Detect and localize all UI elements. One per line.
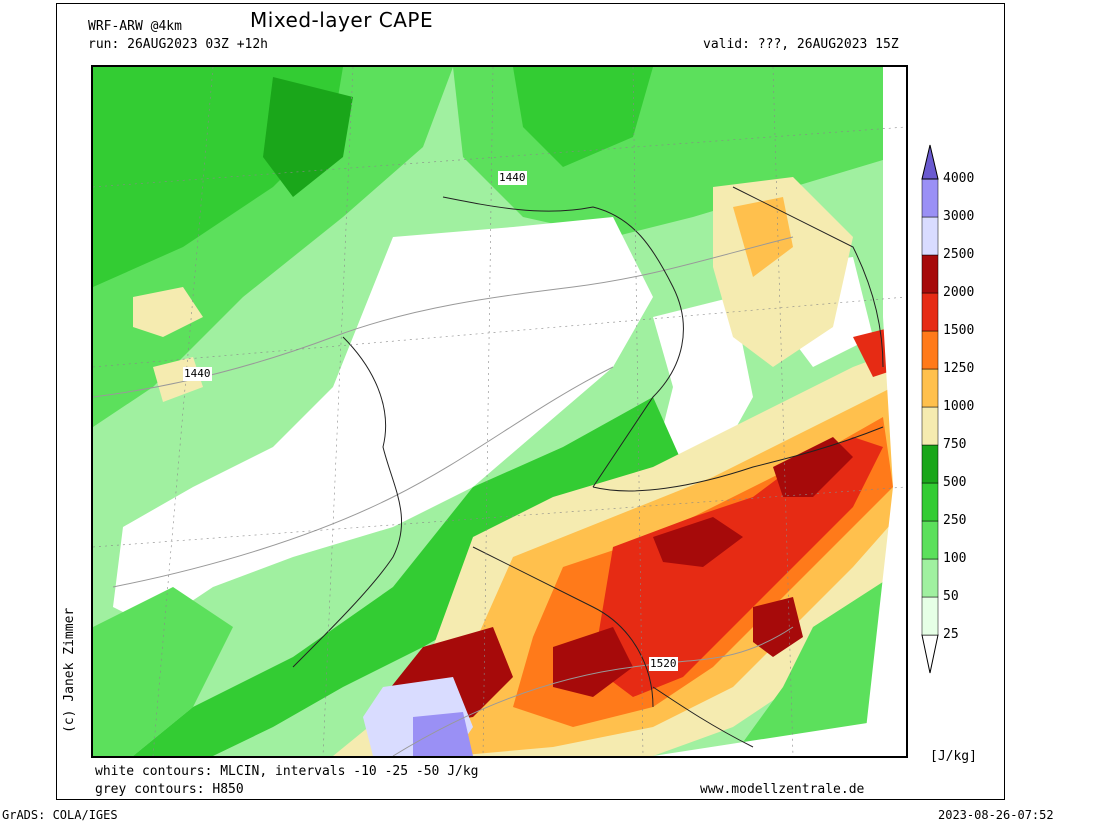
colorbar-bin-6 xyxy=(921,368,939,408)
cape-region-interior-low xyxy=(113,217,653,627)
figure-frame xyxy=(56,3,1005,800)
map-domain-edge-bottom xyxy=(653,717,906,756)
colorbar-min-triangle xyxy=(921,634,939,674)
legend-label-100: 100 xyxy=(943,551,967,566)
chart-title: Mixed-layer CAPE xyxy=(250,8,434,32)
legend-label-50: 50 xyxy=(943,589,959,604)
colorbar-bin-0 xyxy=(921,596,939,636)
copyright: (c) Janek Zimmer xyxy=(62,607,77,733)
grey-contours-note: grey contours: H850 xyxy=(95,782,244,797)
legend-label-4000: 4000 xyxy=(943,171,975,186)
border-line-5 xyxy=(732,186,884,368)
colorbar xyxy=(921,144,939,674)
colorbar-bin-9 xyxy=(921,254,939,294)
colorbar-bin-1 xyxy=(921,558,939,598)
cape-region-southwest-green xyxy=(93,587,233,756)
cape-region-pale-west xyxy=(133,287,203,337)
cape-region-orange-northeast xyxy=(733,197,793,277)
legend-label-250: 250 xyxy=(943,513,967,528)
h850-contour-grey xyxy=(112,366,614,588)
colorbar-bin-8 xyxy=(921,292,939,332)
cape-region-north-core xyxy=(513,67,653,167)
cape-map: 1440 1440 1520 xyxy=(91,65,908,758)
legend-label-2000: 2000 xyxy=(943,285,975,300)
cape-region-southeast-green xyxy=(733,567,906,756)
run-label: run: 26AUG2023 03Z +12h xyxy=(88,37,269,52)
legend-label-750: 750 xyxy=(943,437,967,452)
model-label: WRF-ARW @4km xyxy=(88,19,182,34)
cape-field xyxy=(93,67,906,756)
graticule-parallels xyxy=(93,126,906,548)
cape-region-core-3 xyxy=(553,627,633,697)
border-line-3 xyxy=(592,426,884,492)
cape-region-core-2 xyxy=(773,437,853,497)
colorbar-bin-2 xyxy=(921,520,939,560)
map-domain-edge xyxy=(863,67,906,756)
colorbar-bin-11 xyxy=(921,178,939,218)
cape-region-northwest-dark xyxy=(263,77,353,197)
cape-region-core-4 xyxy=(753,597,803,657)
h850-contour-1440 xyxy=(93,236,794,398)
legend-label-1250: 1250 xyxy=(943,361,975,376)
border-line-2 xyxy=(442,196,684,488)
unit-label: [J/kg] xyxy=(930,749,977,764)
colorbar-bin-7 xyxy=(921,330,939,370)
colorbar-bin-4 xyxy=(921,444,939,484)
colorbar-bin-3 xyxy=(921,482,939,522)
white-contours-note: white contours: MLCIN, intervals -10 -25… xyxy=(95,764,479,779)
contour-label-1520: 1520 xyxy=(649,657,678,671)
cape-region-south-red xyxy=(593,437,883,697)
legend-label-25: 25 xyxy=(943,627,959,642)
contour-label-1440-north: 1440 xyxy=(498,171,527,185)
timestamp: 2023-08-26-07:52 xyxy=(938,808,1054,822)
coastline-adriatic xyxy=(652,686,754,748)
legend-label-2500: 2500 xyxy=(943,247,975,262)
grads-credit: GrADS: COLA/IGES xyxy=(2,808,118,822)
contour-label-1440-west: 1440 xyxy=(183,367,212,381)
border-line-4 xyxy=(472,546,654,708)
h850-contour-1520 xyxy=(392,626,794,756)
colorbar-bin-5 xyxy=(921,406,939,446)
colorbar-bin-10 xyxy=(921,216,939,256)
legend-label-1500: 1500 xyxy=(943,323,975,338)
colorbar-max-triangle xyxy=(921,144,939,180)
legend-label-3000: 3000 xyxy=(943,209,975,224)
legend-label-500: 500 xyxy=(943,475,967,490)
website: www.modellzentrale.de xyxy=(700,782,865,797)
cape-region-purple xyxy=(413,712,473,756)
border-line-1 xyxy=(292,336,403,668)
legend-label-1000: 1000 xyxy=(943,399,975,414)
cape-region-central-band xyxy=(133,397,693,756)
valid-label: valid: ???, 26AUG2023 15Z xyxy=(703,37,899,52)
cape-region-core-1 xyxy=(653,517,743,567)
